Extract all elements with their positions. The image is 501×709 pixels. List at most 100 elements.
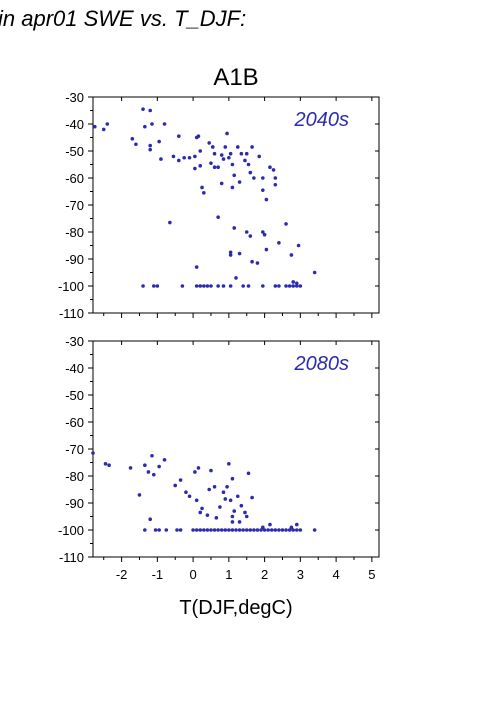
data-point bbox=[266, 528, 270, 532]
data-point bbox=[171, 154, 176, 159]
data-point bbox=[252, 528, 256, 532]
data-point bbox=[209, 528, 213, 532]
data-point bbox=[298, 528, 303, 532]
data-point bbox=[243, 510, 247, 515]
data-point bbox=[261, 230, 265, 234]
data-point bbox=[219, 528, 224, 532]
data-point bbox=[248, 528, 253, 532]
data-point bbox=[157, 464, 161, 469]
data-point bbox=[193, 166, 197, 171]
data-point bbox=[228, 498, 233, 503]
data-point bbox=[237, 251, 242, 256]
data-point bbox=[230, 514, 235, 519]
y-tick-label: -60 bbox=[65, 415, 84, 430]
data-point bbox=[277, 241, 281, 245]
y-tick-label: -90 bbox=[65, 496, 84, 511]
data-point bbox=[141, 107, 145, 111]
data-point bbox=[178, 528, 183, 532]
data-point bbox=[294, 284, 299, 288]
data-point bbox=[209, 468, 213, 473]
data-point bbox=[235, 145, 240, 149]
data-point bbox=[312, 528, 317, 532]
data-point bbox=[130, 137, 135, 141]
data-point bbox=[237, 180, 242, 184]
data-point bbox=[273, 528, 278, 532]
data-point bbox=[230, 162, 235, 167]
data-point bbox=[259, 528, 263, 532]
data-point bbox=[227, 155, 231, 160]
data-point bbox=[105, 122, 110, 126]
data-point bbox=[255, 261, 260, 265]
data-point bbox=[264, 197, 269, 202]
data-point bbox=[246, 162, 251, 167]
data-point bbox=[246, 284, 251, 288]
data-point bbox=[241, 528, 245, 532]
data-point bbox=[216, 215, 220, 219]
data-point bbox=[187, 155, 192, 160]
x-tick-label: 4 bbox=[332, 567, 339, 582]
x-tick-label: 3 bbox=[297, 567, 304, 582]
data-point bbox=[168, 220, 172, 225]
data-point bbox=[228, 250, 233, 255]
data-point bbox=[91, 451, 95, 455]
data-point bbox=[209, 284, 213, 288]
y-tick-label: -80 bbox=[65, 469, 84, 484]
data-point bbox=[157, 528, 161, 532]
data-point bbox=[202, 528, 206, 532]
data-point bbox=[230, 476, 235, 481]
data-point bbox=[194, 265, 199, 269]
data-point bbox=[219, 181, 224, 186]
y-tick-label: -80 bbox=[65, 225, 84, 240]
data-point bbox=[230, 528, 235, 532]
data-point bbox=[291, 284, 296, 288]
data-point bbox=[151, 472, 156, 477]
data-point bbox=[250, 145, 254, 149]
data-point bbox=[221, 157, 226, 161]
data-point bbox=[287, 528, 292, 532]
data-point bbox=[277, 284, 281, 288]
data-point bbox=[178, 478, 183, 482]
data-point bbox=[221, 284, 226, 288]
data-point bbox=[237, 520, 242, 524]
data-point bbox=[173, 483, 178, 488]
data-point bbox=[219, 153, 224, 157]
data-point bbox=[148, 517, 152, 521]
data-point bbox=[153, 528, 158, 532]
data-point bbox=[200, 506, 204, 511]
data-point bbox=[92, 124, 97, 129]
data-point bbox=[148, 108, 152, 113]
data-point bbox=[227, 462, 231, 466]
data-point bbox=[198, 164, 203, 168]
data-point bbox=[200, 185, 204, 190]
chart-title: A1B bbox=[213, 64, 258, 91]
data-point bbox=[137, 493, 142, 497]
y-tick-label: -40 bbox=[65, 117, 84, 132]
data-point bbox=[225, 485, 229, 489]
data-point bbox=[221, 490, 226, 495]
data-point bbox=[184, 490, 188, 495]
data-point bbox=[294, 528, 299, 532]
data-point bbox=[235, 494, 240, 499]
data-point bbox=[194, 284, 199, 288]
data-point bbox=[280, 528, 285, 532]
data-point bbox=[287, 284, 292, 288]
data-point bbox=[223, 145, 228, 149]
data-point bbox=[143, 124, 147, 129]
y-tick-label: -60 bbox=[65, 171, 84, 186]
data-point bbox=[239, 151, 244, 156]
data-point bbox=[196, 134, 201, 138]
data-point bbox=[228, 284, 233, 288]
data-point bbox=[289, 525, 294, 530]
data-point bbox=[261, 525, 265, 530]
data-point bbox=[223, 528, 228, 532]
data-point bbox=[228, 151, 233, 156]
period-label: 2080s bbox=[294, 353, 350, 375]
data-point bbox=[146, 470, 151, 474]
data-point bbox=[284, 528, 288, 532]
data-point bbox=[182, 155, 186, 160]
data-point bbox=[250, 259, 254, 264]
x-tick-label: -1 bbox=[152, 567, 164, 582]
data-point bbox=[143, 463, 147, 468]
data-point bbox=[207, 487, 211, 492]
